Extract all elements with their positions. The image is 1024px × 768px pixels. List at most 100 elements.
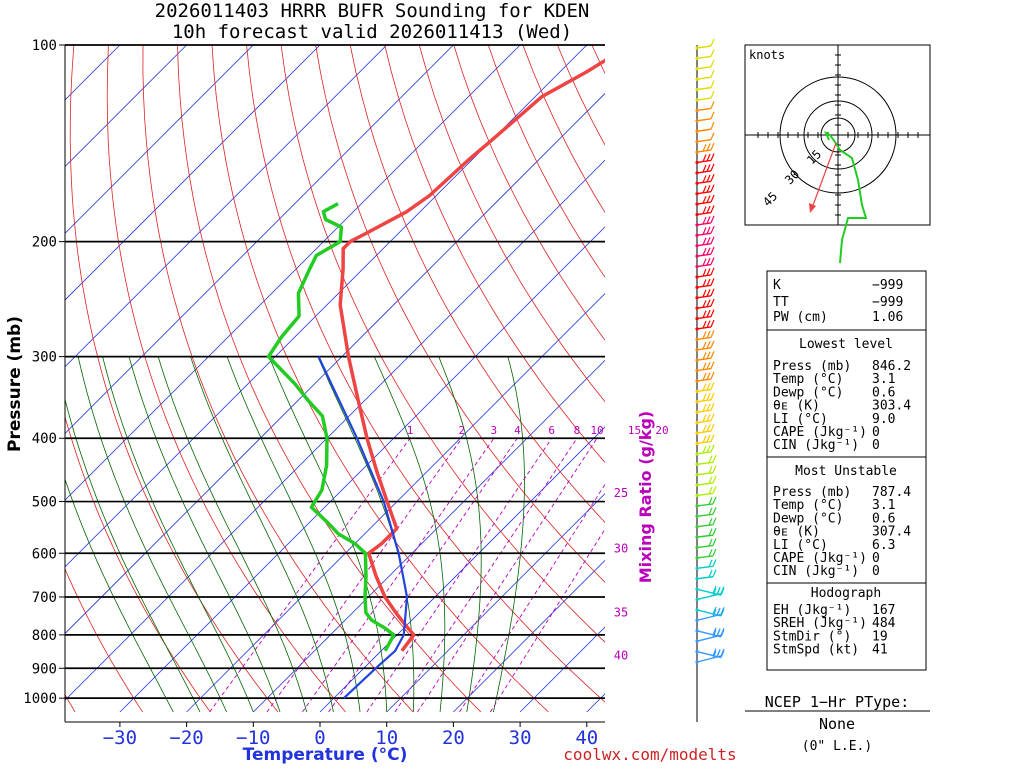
ptype-accumulation: (0" L.E.): [802, 739, 872, 754]
mixing-ratio-edge-label: 25: [614, 486, 628, 500]
stat-value: 41: [872, 643, 888, 658]
stat-label: θᴇ (K): [773, 525, 820, 540]
lowest-level-title: Lowest level: [799, 337, 893, 352]
mixing-ratio-line: [302, 437, 495, 713]
mixing-ratio-label: 3: [491, 424, 498, 437]
pressure-tick-label: 300: [32, 350, 57, 366]
stat-label: StmSpd (kt): [773, 643, 859, 658]
mixing-ratio-line: [394, 437, 578, 713]
ptype-value: None: [819, 715, 855, 733]
stat-label: CAPE (Jkg⁻¹): [773, 551, 867, 566]
temperature-tick-label: −10: [236, 727, 270, 749]
storm-motion-arrowhead: [809, 203, 816, 213]
isotherm-line: [65, 45, 321, 301]
isotherm-line: [65, 45, 254, 234]
temperature-tick-label: 40: [575, 727, 598, 749]
wind-barb: [695, 627, 725, 643]
dewpoint-line: [266, 202, 396, 652]
temperature-line: [338, 58, 605, 652]
wind-barb: [695, 246, 715, 258]
wind-barb: [695, 486, 717, 498]
isotherm-line: [65, 45, 187, 168]
stat-value: 9.0: [872, 412, 895, 427]
hodograph-stats-title: Hodograph: [811, 586, 881, 601]
isotherm-line: [386, 493, 605, 713]
wind-barb: [695, 371, 715, 383]
dry-adiabat-line: [211, 45, 549, 713]
mixing-ratio-line: [459, 483, 605, 713]
moist-adiabat-line: [190, 356, 334, 713]
wind-barb: [695, 607, 725, 622]
wind-barb: [695, 548, 717, 560]
moist-adiabat-line: [65, 478, 174, 713]
mixing-ratio-label: 10: [590, 424, 603, 437]
wind-barb: [695, 298, 715, 310]
wind-barb: [695, 527, 717, 539]
wind-barb: [695, 122, 715, 133]
wind-barb: [695, 538, 717, 550]
wind-barb: [695, 69, 715, 81]
stat-value: 3.1: [872, 498, 895, 513]
isotherm-line: [65, 159, 605, 701]
pressure-tick-label: 1000: [23, 691, 57, 707]
wind-barb: [695, 132, 715, 144]
ptype-title: NCEP 1−Hr PType:: [765, 693, 910, 711]
mixing-ratio-labels: 1 2 3 4 6 8 10 15 20 25 30 35 40: [407, 424, 669, 662]
wind-barb: [695, 559, 717, 570]
temperature-tick-labels: −30 −20 −10 0 10 20 30 40: [103, 722, 598, 749]
title-line2: 10h forecast valid 2026011413 (Wed): [172, 21, 572, 43]
stat-label: CIN (Jkg⁻¹): [773, 564, 859, 579]
mixing-ratio-label: 20: [655, 424, 668, 437]
stat-value: 0: [872, 425, 880, 440]
pressure-tick-label: 200: [32, 235, 57, 251]
wind-barb: [695, 236, 715, 248]
stat-label: Dewp (°C): [773, 511, 843, 526]
stat-value: 0.6: [872, 511, 895, 526]
wind-barb: [695, 319, 715, 331]
dry-adiabat-line: [384, 45, 605, 463]
wind-barb: [695, 392, 715, 404]
wind-barb: [695, 496, 717, 508]
pressure-tick-label: 600: [32, 546, 57, 562]
pressure-tick-labels: 100 200 300 400 500 600 700 800 900 1000: [23, 38, 65, 707]
wind-barb: [695, 465, 717, 477]
wind-barb: [695, 278, 715, 289]
mixing-ratio-line: [489, 528, 605, 713]
mixing-ratio-edge-label: 40: [614, 648, 628, 662]
dry-adiabat-line: [1006, 45, 1024, 712]
moist-adiabat-line: [493, 356, 525, 713]
pw-value: 1.06: [872, 310, 903, 325]
isotherm-line: [119, 226, 605, 713]
stat-value: 0: [872, 438, 880, 453]
stat-value: 0: [872, 551, 880, 566]
wind-barb: [695, 507, 717, 518]
hodograph-units: knots: [749, 48, 785, 62]
mixing-ratio-label: 8: [574, 424, 581, 437]
isotherm-line: [65, 92, 605, 635]
stat-value: 0: [872, 564, 880, 579]
mixing-ratio-label: 6: [548, 424, 555, 437]
stats-panel: K −999 TT −999 PW (cm) 1.06 Lowest level…: [766, 270, 927, 671]
stat-value: 0.6: [872, 385, 895, 400]
parcel-line: [317, 356, 409, 700]
stats-frame: [766, 270, 927, 671]
stat-label: Temp (°C): [773, 498, 843, 513]
dry-adiabat-line: [349, 45, 605, 524]
mixing-ratio-line: [417, 437, 598, 713]
stat-label: Dewp (°C): [773, 385, 843, 400]
source-watermark: coolwx.com/modelts: [563, 745, 736, 764]
stat-value: 787.4: [872, 485, 911, 500]
mixing-ratio-label: 4: [514, 424, 521, 437]
wind-barb: [695, 184, 715, 196]
stat-label: StmDir (°): [773, 629, 851, 644]
stat-label: CIN (Jkg⁻¹): [773, 438, 859, 453]
moist-adiabat-line: [438, 356, 482, 713]
stat-value: 167: [872, 603, 895, 618]
pressure-tick-label: 100: [32, 38, 57, 54]
stat-label: Temp (°C): [773, 372, 843, 387]
temperature-tick-label: 20: [442, 727, 465, 749]
pressure-tick-label: 900: [32, 661, 57, 677]
isobar-lines: [65, 44, 605, 700]
wind-barb: [695, 340, 715, 352]
